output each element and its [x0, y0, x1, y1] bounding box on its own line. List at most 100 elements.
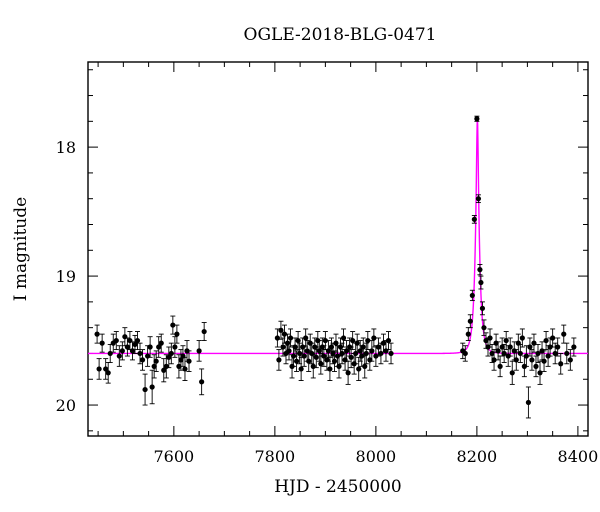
data-point [201, 322, 207, 342]
data-point [129, 341, 136, 361]
data-point [276, 349, 282, 371]
data-point [519, 328, 525, 348]
data-point [552, 342, 558, 365]
data-point [132, 334, 138, 354]
data-point [280, 337, 286, 357]
data-point [471, 215, 477, 224]
data-point [487, 328, 493, 348]
data-point [186, 350, 192, 372]
data-point [158, 333, 164, 353]
data-point [535, 343, 541, 363]
data-point [479, 301, 486, 316]
data-point [96, 358, 102, 380]
tick-labels: 7600 7800 8000 8200 8400 18 19 20 [56, 138, 599, 466]
x-tick-label: 8200 [457, 447, 498, 466]
data-point [327, 356, 333, 381]
data-point [462, 345, 468, 362]
data-point [467, 314, 473, 329]
data-point [286, 341, 292, 361]
data-point [380, 333, 387, 353]
data-point [527, 337, 533, 357]
data-point [513, 349, 519, 371]
data-point [529, 349, 535, 371]
data-point [564, 342, 570, 365]
data-point [571, 337, 577, 357]
y-tick-label: 20 [56, 396, 76, 415]
x-tick-label: 8000 [356, 447, 397, 466]
data-point [295, 331, 301, 351]
data-point [301, 345, 307, 367]
data-point [558, 353, 564, 375]
data-point [103, 358, 109, 380]
data-point [537, 360, 543, 385]
data-point [119, 341, 125, 361]
data-point [354, 333, 360, 353]
axis-ticks [88, 62, 588, 436]
data-point [336, 354, 342, 379]
x-tick-label: 7600 [153, 447, 194, 466]
data-point [168, 342, 174, 365]
data-point [550, 328, 556, 348]
data-point [371, 328, 377, 348]
data-point [318, 353, 324, 375]
x-tick-label: 7800 [255, 447, 296, 466]
data-point [474, 115, 480, 122]
data-point [495, 341, 501, 361]
data-point [555, 337, 561, 357]
data-point [147, 336, 153, 358]
data-point [163, 354, 169, 379]
data-point [388, 342, 394, 365]
data-point [385, 331, 392, 351]
data-point [478, 275, 484, 290]
data-point [107, 343, 113, 363]
data-point [116, 345, 122, 367]
plot-frame [87, 61, 589, 437]
data-point [363, 342, 369, 365]
data-point [113, 331, 119, 351]
data-point [156, 336, 162, 358]
data-point [531, 333, 537, 353]
data-point [153, 350, 159, 372]
data-point [94, 324, 100, 344]
y-axis-label: I magnitude [11, 197, 31, 301]
data-point [313, 346, 319, 369]
data-point [469, 289, 475, 302]
data-point [105, 362, 111, 384]
data-point [142, 373, 148, 406]
data-point [345, 360, 351, 385]
model-curve [88, 118, 588, 355]
chart-title: OGLE-2018-BLG-0471 [244, 25, 437, 45]
data-point [365, 331, 371, 351]
data-point [161, 358, 167, 383]
data-point [174, 324, 180, 344]
data-point [373, 345, 379, 367]
data-point [477, 264, 483, 276]
data-point [151, 354, 157, 379]
data-point [475, 194, 482, 204]
data-point [561, 324, 567, 344]
data-point [134, 331, 141, 351]
data-point [199, 368, 205, 396]
data-point [360, 337, 366, 357]
data-point [122, 327, 128, 347]
data-points [94, 115, 577, 419]
data-point [525, 386, 532, 419]
data-point [350, 331, 356, 351]
data-point [509, 360, 515, 385]
x-axis-label: HJD - 2450000 [274, 477, 402, 497]
data-point [567, 349, 573, 371]
data-point [501, 343, 507, 363]
data-point [99, 333, 105, 353]
data-point [333, 333, 339, 353]
data-point [196, 340, 202, 362]
data-point [503, 331, 509, 351]
data-point [166, 346, 172, 369]
data-point [369, 340, 375, 362]
data-point [541, 350, 547, 372]
data-point [497, 355, 503, 378]
data-point [340, 328, 347, 348]
data-point [293, 350, 300, 372]
data-point [303, 328, 309, 348]
data-point [331, 350, 338, 372]
